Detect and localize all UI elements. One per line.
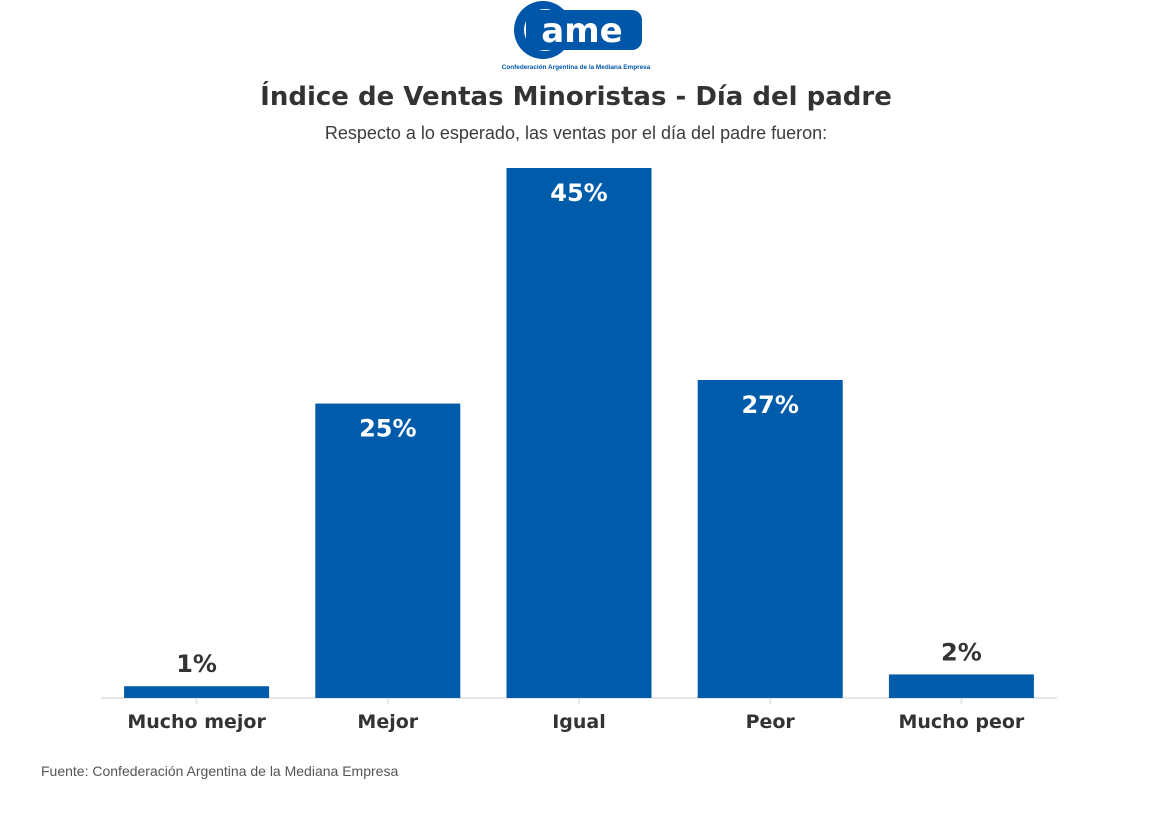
category-label: Igual	[552, 711, 606, 733]
bar-mucho-peor	[888, 674, 1034, 698]
bar-mucho-mejor	[124, 686, 270, 698]
data-label: 45%	[550, 179, 607, 207]
category-label: Mejor	[357, 711, 418, 733]
category-label: Mucho mejor	[127, 711, 266, 733]
bar-chart: 1% 25% 45% 27% 2% Mucho mejor Mejor Igual Peor M…	[101, 168, 1057, 733]
data-label: 27%	[741, 391, 798, 419]
category-label: Mucho peor	[898, 711, 1024, 733]
bar-peor	[697, 380, 843, 698]
bar-igual	[506, 168, 652, 698]
came-logo: ame Confederación Argentina de la Median…	[502, 1, 651, 71]
logo-wordmark: ame	[541, 11, 622, 51]
category-label: Peor	[746, 711, 796, 733]
data-label: 1%	[176, 650, 217, 678]
bar-mejor	[315, 403, 461, 698]
data-label: 2%	[941, 638, 982, 666]
source-note: Fuente: Confederación Argentina de la Me…	[41, 763, 399, 779]
chart-subtitle: Respecto a lo esperado, las ventas por e…	[324, 123, 828, 143]
logo-tagline: Confederación Argentina de la Mediana Em…	[502, 64, 651, 71]
data-label: 25%	[359, 415, 416, 443]
chart-title: Índice de Ventas Minoristas - Día del pa…	[260, 82, 892, 112]
